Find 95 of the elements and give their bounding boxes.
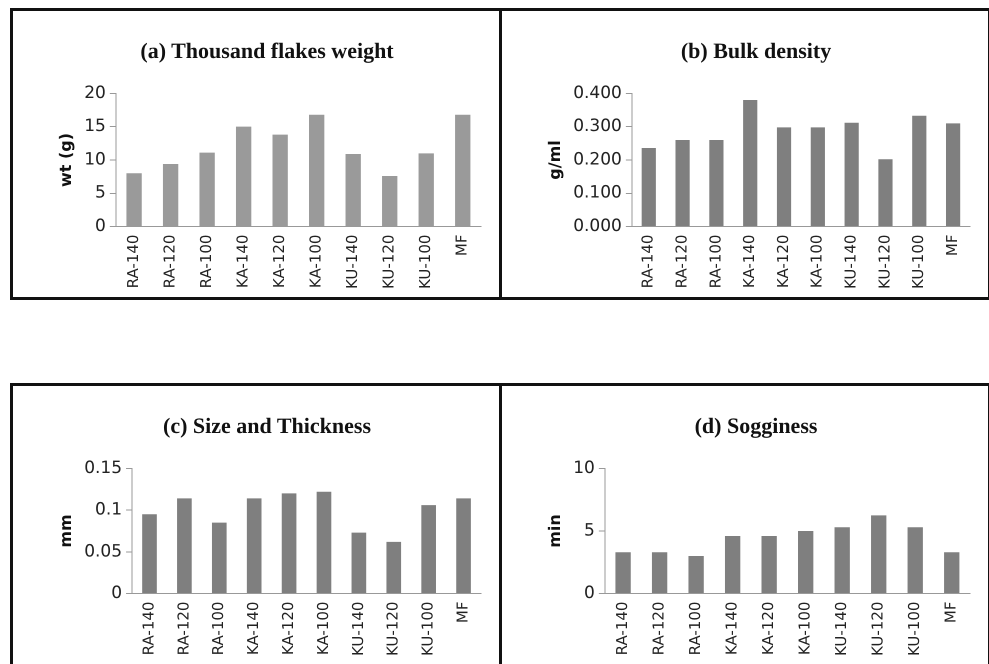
x-tick-label: KU-120: [868, 602, 887, 656]
x-tick-label: KA-140: [740, 234, 758, 288]
y-tick-label: 0.05: [84, 541, 122, 562]
bar: [456, 498, 471, 594]
bar: [878, 159, 893, 226]
y-axis-title: wt (g): [56, 132, 75, 188]
y-tick-label: 5: [584, 520, 595, 540]
x-tick-label: KA-140: [722, 602, 741, 656]
x-tick-label: KU-100: [418, 602, 437, 656]
y-tick-label: 0.000: [573, 216, 622, 236]
bar: [688, 556, 704, 594]
x-tick-label: RA-140: [124, 234, 142, 288]
x-tick-label: KA-100: [808, 234, 826, 288]
y-tick-label: 10: [84, 149, 106, 170]
x-tick-label: RA-120: [650, 602, 668, 656]
x-tick-label: RA-120: [672, 234, 690, 288]
y-tick-label: 0: [111, 582, 122, 603]
bar: [944, 552, 960, 594]
chart-title: (c) Size and Thickness: [162, 412, 372, 438]
y-tick-label: 0.300: [573, 116, 622, 136]
x-tick-label: KA-140: [234, 234, 252, 288]
bar: [810, 127, 825, 226]
bar: [142, 514, 157, 594]
x-tick-label: KA-100: [314, 602, 332, 656]
x-tick-label: KA-120: [774, 234, 792, 288]
chart-title: (b) Bulk density: [680, 38, 832, 63]
x-tick-label: RA-140: [139, 602, 158, 656]
x-tick-label: KU-100: [416, 234, 434, 290]
bar: [212, 522, 227, 594]
x-tick-label: KA-120: [759, 602, 778, 656]
y-tick-label: 0: [584, 582, 595, 603]
bar: [912, 116, 926, 226]
bar: [615, 552, 631, 594]
x-tick-label: KA-120: [270, 234, 288, 288]
y-axis-title: mm: [56, 514, 75, 548]
bar: [282, 493, 296, 594]
x-tick-label: KU-120: [875, 234, 894, 290]
x-tick-label: KU-100: [905, 602, 924, 656]
x-tick-label: MF: [452, 234, 471, 256]
bar: [177, 498, 192, 594]
bar: [743, 100, 758, 226]
y-tick-label: 0.400: [573, 82, 622, 103]
x-tick-label: KA-100: [796, 602, 814, 656]
bar: [675, 140, 690, 226]
bar: [946, 123, 960, 226]
bar: [776, 127, 792, 226]
bar: [652, 552, 668, 594]
y-tick-label: 0.1: [95, 500, 122, 520]
x-tick-label: MF: [942, 602, 960, 624]
y-tick-label: 5: [95, 182, 106, 203]
x-tick-label: KU-140: [842, 234, 860, 290]
x-tick-label: RA-100: [209, 602, 228, 656]
bar: [761, 536, 777, 594]
bar: [709, 140, 724, 226]
x-tick-label: RA-120: [174, 602, 192, 656]
y-tick-label: 0.100: [573, 182, 622, 203]
x-tick-label: RA-100: [197, 234, 216, 288]
x-tick-label: KU-140: [832, 602, 850, 656]
x-tick-label: KA-120: [278, 602, 297, 656]
bar: [834, 527, 850, 594]
x-tick-label: RA-100: [686, 602, 704, 656]
bar: [421, 505, 436, 594]
x-tick-label: RA-120: [160, 234, 178, 288]
x-tick-label: KU-140: [343, 234, 362, 290]
x-tick-label: KA-140: [244, 602, 262, 656]
x-tick-label: KU-120: [380, 234, 398, 290]
chart-title: (d) Sogginess: [694, 412, 818, 438]
y-tick-label: 20: [84, 82, 106, 103]
y-tick-label: 10: [573, 458, 595, 478]
x-tick-label: RA-140: [612, 602, 631, 656]
bar: [352, 532, 366, 594]
x-tick-label: MF: [942, 234, 961, 256]
bar: [724, 536, 740, 594]
x-tick-label: KU-140: [348, 602, 367, 656]
bar: [386, 542, 402, 594]
bar: [246, 498, 262, 594]
x-tick-label: KU-120: [384, 602, 402, 656]
y-tick-label: 0: [95, 216, 106, 236]
y-axis-title: g/ml: [544, 140, 564, 180]
y-tick-label: 15: [84, 116, 106, 136]
bar: [908, 527, 923, 594]
y-axis-title: min: [544, 514, 564, 548]
chart-title: (a) Thousand flakes weight: [140, 38, 394, 63]
x-tick-label: KA-100: [306, 234, 325, 288]
y-tick-label: 0.15: [84, 458, 122, 478]
x-tick-label: RA-100: [706, 234, 724, 288]
y-tick-label: 0.200: [573, 149, 622, 170]
bar: [316, 492, 332, 594]
bar: [871, 515, 886, 594]
x-tick-label: MF: [453, 602, 472, 624]
x-tick-label: KU-100: [909, 234, 928, 290]
bar: [798, 530, 814, 594]
bar: [844, 122, 859, 226]
bar: [642, 148, 656, 226]
x-tick-label: RA-140: [638, 234, 657, 288]
